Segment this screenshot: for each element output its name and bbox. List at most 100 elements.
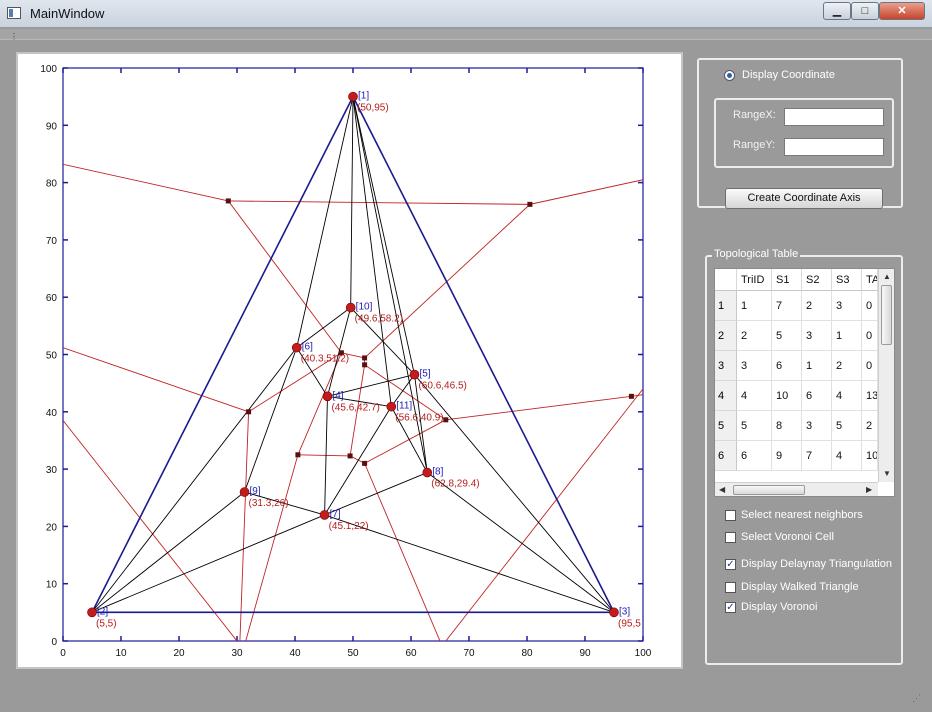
delaunay-edge	[426, 472, 615, 613]
site-point	[422, 467, 433, 478]
y-tick-label: 50	[46, 351, 58, 362]
table-cell[interactable]: 10	[772, 381, 802, 411]
topological-table-title: Topological Table	[712, 248, 801, 260]
table-cell[interactable]: 7	[772, 291, 802, 321]
table-cell[interactable]: 4	[832, 381, 862, 411]
table-cell[interactable]: 4	[737, 381, 772, 411]
delaunay-triangulation-label[interactable]: Display Delaynay Triangulation	[741, 558, 893, 570]
delaunay-triangulation-checkbox[interactable]: ✓	[725, 559, 736, 570]
table-cell[interactable]: 6	[802, 381, 832, 411]
create-coordinate-axis-button[interactable]: Create Coordinate Axis	[725, 188, 883, 209]
table-cell[interactable]: 5	[832, 411, 862, 441]
table-cell[interactable]: 9	[772, 441, 802, 471]
table-cell[interactable]: 8	[772, 411, 802, 441]
voronoi-vertex	[362, 355, 368, 361]
nearest-neighbors-label[interactable]: Select nearest neighbors	[741, 509, 863, 521]
voronoi-edge	[63, 163, 229, 202]
table-row[interactable]: 4 4 10 6 4 13	[715, 381, 878, 411]
voronoi-cell-label[interactable]: Select Voronoi Cell	[741, 531, 834, 543]
point-id-label: [4]	[332, 390, 343, 401]
row-header[interactable]: 5	[715, 411, 737, 441]
table-cell[interactable]: 3	[737, 351, 772, 381]
maximize-button[interactable]: □	[851, 2, 879, 20]
scroll-left-icon[interactable]: ◀	[719, 485, 726, 494]
row-header[interactable]: 4	[715, 381, 737, 411]
col-header[interactable]: S1	[772, 269, 802, 291]
topological-table[interactable]: TriID S1 S2 S3 TA 1 1 7 2 3 0 2 2 5 3 1 0 3 3 6 1 2 0 4 4 10…	[714, 268, 895, 497]
table-cell[interactable]: 0	[862, 351, 878, 381]
table-cell[interactable]: 1	[802, 351, 832, 381]
table-cell[interactable]: 5	[772, 321, 802, 351]
table-vertical-scrollbar[interactable]: ▲ ▼	[878, 269, 894, 482]
table-cell[interactable]: 1	[832, 321, 862, 351]
table-cell[interactable]: 2	[802, 291, 832, 321]
resize-grip-icon[interactable]: ⋰	[912, 693, 921, 703]
table-cell[interactable]: 0	[862, 321, 878, 351]
delaunay-edge	[352, 96, 392, 407]
table-cell[interactable]: 2	[737, 321, 772, 351]
table-cell[interactable]: 10	[862, 441, 878, 471]
minimize-button[interactable]: ▁	[823, 2, 851, 20]
range-x-input[interactable]	[784, 108, 884, 126]
plot-area[interactable]: 0 10 20 30 40 50 60 70 80 90 100 0 10 20 30 40 50 60 70 80 9…	[16, 52, 683, 669]
col-header[interactable]: TriID	[737, 269, 772, 291]
display-voronoi-checkbox[interactable]: ✓	[725, 602, 736, 613]
nearest-neighbors-checkbox[interactable]	[725, 510, 736, 521]
table-cell[interactable]: 6	[737, 441, 772, 471]
scroll-right-icon[interactable]: ▶	[866, 485, 873, 494]
range-y-input[interactable]	[784, 138, 884, 156]
table-cell[interactable]: 13	[862, 381, 878, 411]
y-tick-label: 90	[46, 121, 58, 132]
row-header[interactable]: 1	[715, 291, 737, 321]
table-cell[interactable]: 0	[862, 291, 878, 321]
range-group	[714, 98, 894, 168]
corner-header[interactable]	[715, 269, 737, 291]
voronoi-vertex	[443, 417, 449, 423]
voronoi-vertex	[347, 453, 353, 459]
table-horizontal-scrollbar[interactable]: ◀ ▶	[715, 482, 878, 496]
plot-border	[62, 67, 644, 642]
point-coord-label: (60.6,46.5)	[418, 381, 466, 392]
row-header[interactable]: 6	[715, 441, 737, 471]
scroll-up-icon[interactable]: ▲	[883, 272, 891, 281]
delaunay-edge	[91, 514, 325, 613]
col-header[interactable]: S2	[802, 269, 832, 291]
table-cell[interactable]: 1	[737, 291, 772, 321]
site-point	[345, 302, 356, 313]
horizontal-scroll-thumb[interactable]	[733, 485, 805, 495]
table-cell[interactable]: 6	[772, 351, 802, 381]
voronoi-vertex	[225, 198, 231, 204]
table-cell[interactable]: 2	[862, 411, 878, 441]
voronoi-edge	[63, 420, 238, 641]
site-point	[348, 91, 358, 102]
col-header[interactable]: TA	[862, 269, 878, 291]
toolbar-handle-icon[interactable]: ⋮	[10, 32, 18, 41]
table-cell[interactable]: 5	[737, 411, 772, 441]
table-row[interactable]: 6 6 9 7 4 10	[715, 441, 878, 471]
table-cell[interactable]: 3	[832, 291, 862, 321]
close-button[interactable]: ✕	[879, 2, 925, 20]
display-coordinate-label[interactable]: Display Coordinate	[742, 69, 835, 81]
table-cell[interactable]: 3	[802, 411, 832, 441]
table-cell[interactable]: 3	[802, 321, 832, 351]
col-header[interactable]: S3	[832, 269, 862, 291]
vertical-scroll-thumb[interactable]	[881, 285, 892, 345]
voronoi-cell-checkbox[interactable]	[725, 532, 736, 543]
display-coordinate-radio[interactable]	[724, 70, 735, 81]
minimize-icon: ▁	[832, 5, 842, 17]
walked-triangle-label[interactable]: Display Walked Triangle	[741, 581, 859, 593]
close-icon: ✕	[897, 5, 907, 17]
scroll-down-icon[interactable]: ▼	[883, 469, 891, 478]
row-header[interactable]: 2	[715, 321, 737, 351]
table-cell[interactable]: 7	[802, 441, 832, 471]
walked-triangle-checkbox[interactable]	[725, 582, 736, 593]
table-cell[interactable]: 4	[832, 441, 862, 471]
delaunay-voronoi-plot[interactable]: 0 10 20 30 40 50 60 70 80 90 100 0 10 20 30 40 50 60 70 80 9…	[18, 54, 681, 667]
table-cell[interactable]: 2	[832, 351, 862, 381]
row-header[interactable]: 3	[715, 351, 737, 381]
display-voronoi-label[interactable]: Display Voronoi	[741, 601, 818, 613]
